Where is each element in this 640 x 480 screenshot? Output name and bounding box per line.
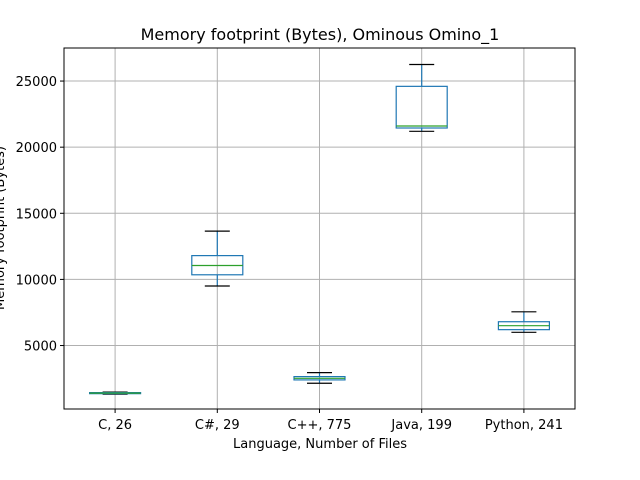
x-tick-label: C#, 29 — [195, 418, 240, 433]
y-axis-label: Memory footprint (Bytes) — [0, 146, 8, 310]
chart-title: Memory footprint (Bytes), Ominous Omino_… — [141, 25, 500, 45]
boxes — [88, 63, 550, 395]
y-tick-label: 15000 — [16, 207, 57, 222]
y-tick-label: 10000 — [16, 273, 57, 288]
box-4 — [497, 311, 550, 333]
box-0 — [88, 391, 142, 395]
box-1 — [191, 230, 244, 287]
x-tick-label: Java, 199 — [390, 418, 452, 433]
box-iqr — [395, 85, 448, 129]
x-tick-label: C++, 775 — [288, 418, 352, 433]
x-tick-label: C, 26 — [98, 418, 132, 433]
box-2 — [293, 372, 346, 384]
x-tick-label: Python, 241 — [485, 418, 563, 433]
y-tick-label: 20000 — [16, 141, 57, 156]
y-tick-label: 25000 — [16, 75, 57, 90]
box-3 — [395, 63, 448, 132]
x-axis-label: Language, Number of Files — [233, 437, 407, 452]
ticks: 5000 10000 15000 20000 25000 C, 26 C#, 29 C++, … — [16, 75, 563, 433]
y-tick-label: 5000 — [24, 340, 57, 355]
grid — [64, 48, 575, 409]
